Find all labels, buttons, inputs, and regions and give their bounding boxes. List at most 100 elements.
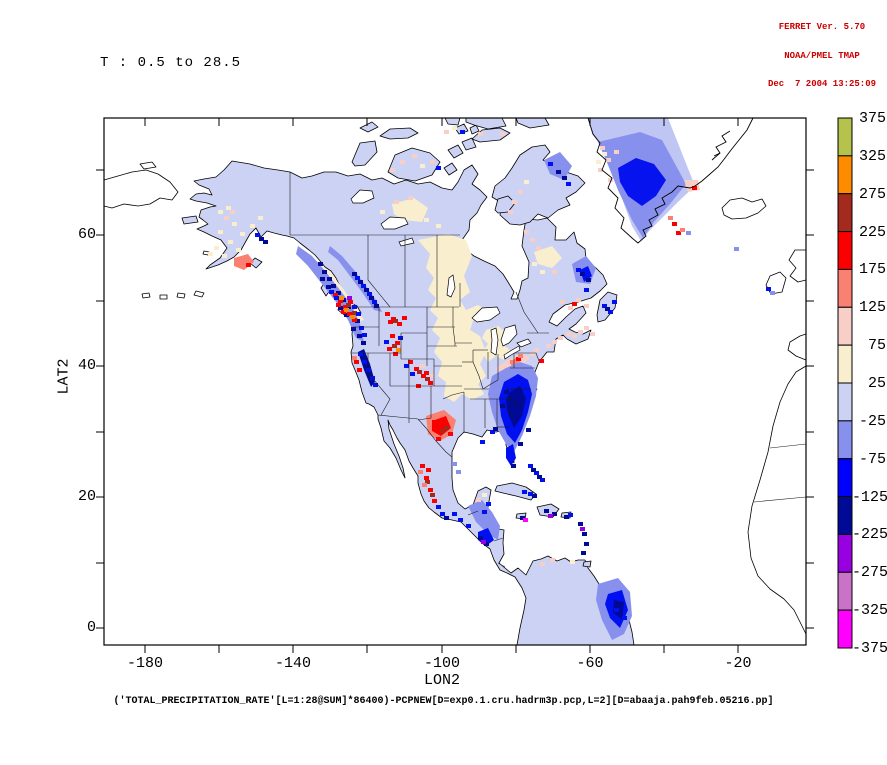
- map-cell: [692, 186, 697, 190]
- map-cell: [540, 562, 545, 566]
- map-lake-winnipeg: [446, 274, 456, 298]
- map-cell: [352, 305, 357, 309]
- map-cell: [606, 158, 611, 162]
- map-cell: [478, 536, 483, 540]
- x-axis-label: LON2: [423, 672, 460, 689]
- map-region-island-prince-patrick: [359, 121, 379, 133]
- colorbar-tick-label: 175: [858, 261, 886, 279]
- map-cell: [460, 130, 465, 134]
- map-cell: [398, 336, 403, 340]
- map-cell: [548, 262, 553, 266]
- map-cell: [428, 488, 433, 492]
- y-tick-label: 60: [77, 226, 96, 243]
- map-border: [417, 386, 432, 421]
- colorbar-band: [837, 609, 853, 649]
- map-region-coast-chukotka-cape: [139, 161, 157, 170]
- map-cell: [605, 307, 610, 311]
- map-cell: [526, 428, 531, 432]
- map-cell: [430, 160, 435, 164]
- map-cell: [424, 218, 429, 222]
- map-cell: [444, 426, 449, 430]
- map-cell: [369, 296, 374, 300]
- map-cell: [436, 437, 441, 441]
- map-cell: [236, 248, 241, 252]
- plot-title: T : 0.5 to 28.5: [100, 55, 242, 71]
- colorbar-band: [837, 571, 853, 611]
- map-region-coast-iberia: [787, 333, 807, 361]
- map-border: [515, 291, 539, 334]
- map-cell: [222, 254, 227, 258]
- map-cell: [686, 231, 691, 235]
- y-tick-label: 40: [77, 357, 96, 374]
- map-region-island-devon: [471, 127, 511, 143]
- map-cell: [566, 332, 571, 336]
- map-border: [452, 307, 456, 346]
- map-cell: [734, 247, 739, 251]
- map-cell: [263, 240, 268, 244]
- map-region-island-melville: [379, 127, 419, 140]
- colorbar-band: [837, 155, 853, 195]
- map-cell: [338, 299, 343, 303]
- map-cell: [408, 360, 413, 364]
- map-cell: [508, 210, 513, 214]
- colorbar-tick-label: -25: [858, 412, 886, 430]
- map-cell: [518, 190, 523, 194]
- map-cell: [572, 302, 577, 306]
- map-cell: [598, 168, 603, 172]
- colorbar-tick-label: 225: [858, 223, 886, 241]
- colorbar-tick-label: 125: [858, 299, 886, 317]
- map-lake-great-bear: [350, 189, 375, 204]
- colorbar-tick-label: -75: [858, 450, 886, 468]
- colorbar-tick-label: -325: [852, 602, 887, 620]
- map-cell: [334, 296, 339, 300]
- map-region-island-cuba: [494, 482, 537, 501]
- map-cell: [351, 327, 356, 331]
- map-cell: [372, 300, 377, 304]
- map-cell: [539, 359, 544, 363]
- map-cell: [329, 290, 334, 294]
- map-cell: [552, 512, 557, 516]
- map-cell: [444, 516, 449, 520]
- map-cell: [352, 311, 357, 315]
- map-cell: [352, 356, 357, 360]
- map-cell: [322, 270, 327, 274]
- map-patch-greenland-core-blue: [618, 158, 666, 206]
- map-cell: [390, 168, 395, 172]
- map-region-island-baffin: [491, 144, 586, 226]
- map-cell: [531, 468, 536, 472]
- colorbar-band: [837, 268, 853, 308]
- map-cell: [318, 262, 323, 266]
- x-tick-label: -100: [423, 655, 460, 672]
- map-cell: [402, 316, 407, 320]
- map-cell: [534, 471, 539, 475]
- map-cell: [544, 509, 549, 513]
- map-cell: [341, 310, 346, 314]
- map-cell: [259, 237, 264, 241]
- map-cell: [362, 333, 367, 337]
- map-cell: [246, 263, 251, 267]
- map-cell: [576, 298, 581, 302]
- map-cell: [537, 475, 542, 479]
- map-cell: [432, 499, 437, 503]
- map-cell: [578, 522, 583, 526]
- map-cell: [622, 616, 627, 620]
- map-region-island-st-lawrence: [181, 215, 199, 225]
- map-region-island-somerset: [461, 137, 477, 151]
- y-tick-label: 0: [86, 619, 96, 636]
- map-cell: [224, 216, 229, 220]
- map-cell: [523, 518, 528, 522]
- map-cell: [343, 305, 348, 309]
- map-cell: [404, 364, 409, 368]
- map-region-landmass-north-america: [189, 160, 635, 646]
- map-cell: [425, 377, 430, 381]
- colorbar-band: [837, 533, 853, 573]
- map-cell: [590, 332, 595, 336]
- x-tick-label: -140: [274, 655, 311, 672]
- map-cell: [504, 390, 509, 394]
- map-cell: [600, 146, 605, 150]
- map-cell: [385, 312, 390, 316]
- map-cell: [582, 532, 587, 536]
- map-cell: [393, 352, 398, 356]
- colorbar-tick-label: -375: [852, 640, 887, 657]
- map-region-coast-scotland: [788, 249, 807, 283]
